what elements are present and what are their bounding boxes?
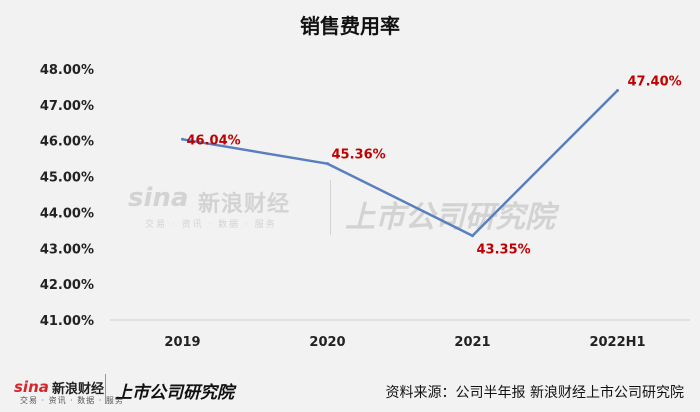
y-tick-label: 47.00% xyxy=(40,99,94,114)
watermark-tagline: 交易 · 资讯 · 数据 · 服务 xyxy=(145,220,277,230)
data-point xyxy=(326,162,329,166)
x-tick-label: 2021 xyxy=(454,335,490,350)
footer-divider xyxy=(105,374,106,404)
y-tick-label: 46.00% xyxy=(40,135,94,150)
chart-canvas: 41.00% 42.00% 43.00% 44.00% 45.00% 46.00% 47.0… xyxy=(40,63,690,350)
x-tick-label: 2020 xyxy=(309,335,345,350)
x-tick-label: 2022H1 xyxy=(589,335,645,350)
series-line xyxy=(182,89,619,237)
data-label: 43.35% xyxy=(477,243,531,258)
x-tick-label: 2019 xyxy=(164,335,200,350)
y-tick-label: 43.00% xyxy=(40,242,94,257)
y-tick-label: 48.00% xyxy=(40,63,94,78)
data-point xyxy=(471,234,474,238)
footer-tagline: 交易 · 资讯 · 数据 · 服务 xyxy=(20,396,124,405)
footer-sina-name: 新浪财经 xyxy=(52,382,105,397)
watermark-sina-logo: sina xyxy=(128,183,189,213)
data-label: 45.36% xyxy=(332,148,386,163)
y-tick-label: 44.00% xyxy=(40,206,94,221)
watermark-sina-name: 新浪财经 xyxy=(198,192,291,217)
footer-sina-logo: sina xyxy=(14,378,49,396)
data-label: 46.04% xyxy=(187,133,241,148)
data-label: 47.40% xyxy=(628,75,682,90)
data-point xyxy=(616,89,619,93)
chart-title: 销售费用率 xyxy=(300,14,400,38)
y-tick-label: 42.00% xyxy=(40,278,94,293)
y-tick-label: 41.00% xyxy=(40,314,94,329)
footer-brand: 上市公司研究院 xyxy=(115,383,234,403)
watermark-divider xyxy=(330,180,331,235)
watermark-brand: 上市公司研究院 xyxy=(345,200,555,235)
y-tick-label: 45.00% xyxy=(40,171,94,186)
data-point xyxy=(181,137,184,141)
data-source-note: 资料来源：公司半年报 新浪财经上市公司研究院 xyxy=(385,385,684,401)
